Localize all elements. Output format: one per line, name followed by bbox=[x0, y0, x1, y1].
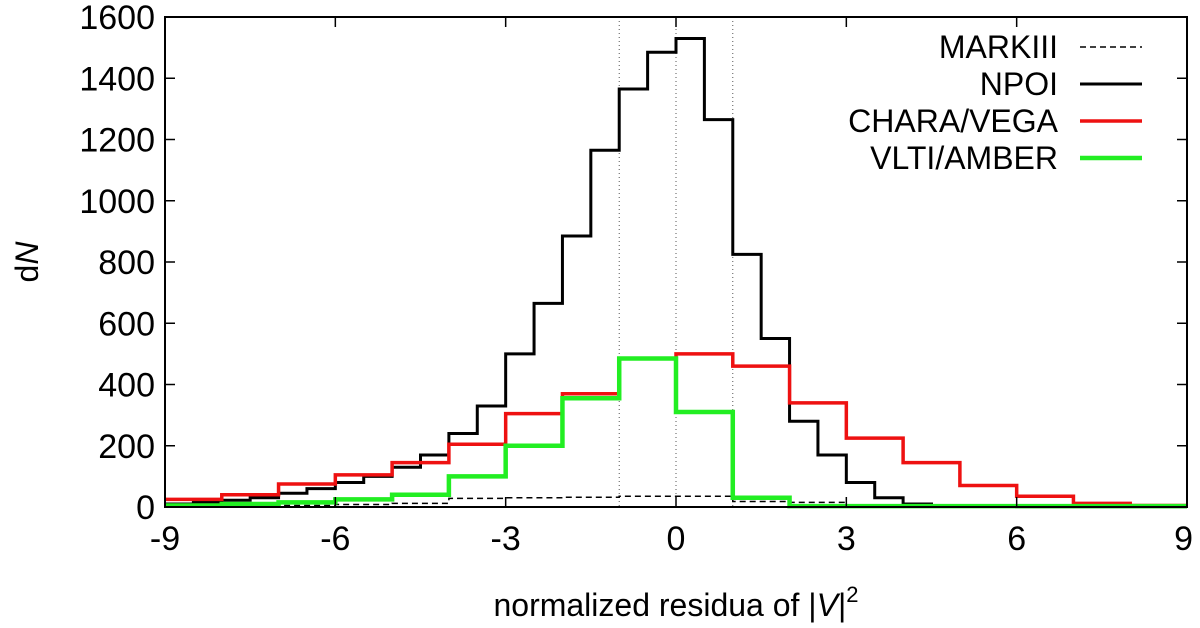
y-tick-label: 1200 bbox=[79, 122, 155, 160]
legend-item: NPOI bbox=[980, 66, 1142, 102]
legend-label: MARKIII bbox=[939, 29, 1058, 65]
x-tick-label: 6 bbox=[1007, 520, 1026, 558]
legend-item: CHARA/VEGA bbox=[848, 103, 1142, 139]
y-tick-label: 0 bbox=[136, 489, 155, 527]
x-label-variable: V bbox=[817, 587, 841, 623]
x-tick-label: 9 bbox=[1174, 520, 1193, 558]
x-axis-label: normalized residua of |V|2 bbox=[493, 582, 858, 623]
x-tick-label: -3 bbox=[491, 520, 521, 558]
y-tick-label: 1000 bbox=[79, 183, 155, 221]
y-tick-label: 1600 bbox=[79, 0, 155, 37]
y-tick-label: 400 bbox=[98, 367, 155, 405]
x-label-suffix: | bbox=[838, 587, 846, 623]
y-tick-label: 800 bbox=[98, 244, 155, 282]
x-label-superscript: 2 bbox=[846, 582, 858, 607]
legend-label: VLTI/AMBER bbox=[870, 140, 1058, 176]
reference-lines bbox=[618, 17, 734, 507]
x-tick-label: -9 bbox=[150, 520, 180, 558]
axis-ticks: 0 200 400 600 800 1000 1200 1400 1600 -9 -6 -3 0 3 6 9 bbox=[79, 0, 1193, 558]
x-tick-label: 3 bbox=[837, 520, 856, 558]
legend-item: VLTI/AMBER bbox=[870, 140, 1142, 176]
y-label-variable: N bbox=[9, 241, 45, 265]
legend-label: NPOI bbox=[980, 66, 1058, 102]
y-axis-label: dN bbox=[9, 241, 45, 283]
x-tick-label: -6 bbox=[320, 520, 350, 558]
y-tick-label: 1400 bbox=[79, 60, 155, 98]
y-tick-label: 200 bbox=[98, 428, 155, 466]
legend-label: CHARA/VEGA bbox=[848, 103, 1058, 139]
series-line-chara-vega bbox=[165, 352, 1187, 508]
x-tick-label: 0 bbox=[667, 520, 686, 558]
y-tick-label: 600 bbox=[98, 305, 155, 343]
y-label-prefix: d bbox=[9, 265, 45, 283]
legend-item: MARKIII bbox=[939, 29, 1142, 65]
x-label-prefix: normalized residua of | bbox=[493, 587, 816, 623]
